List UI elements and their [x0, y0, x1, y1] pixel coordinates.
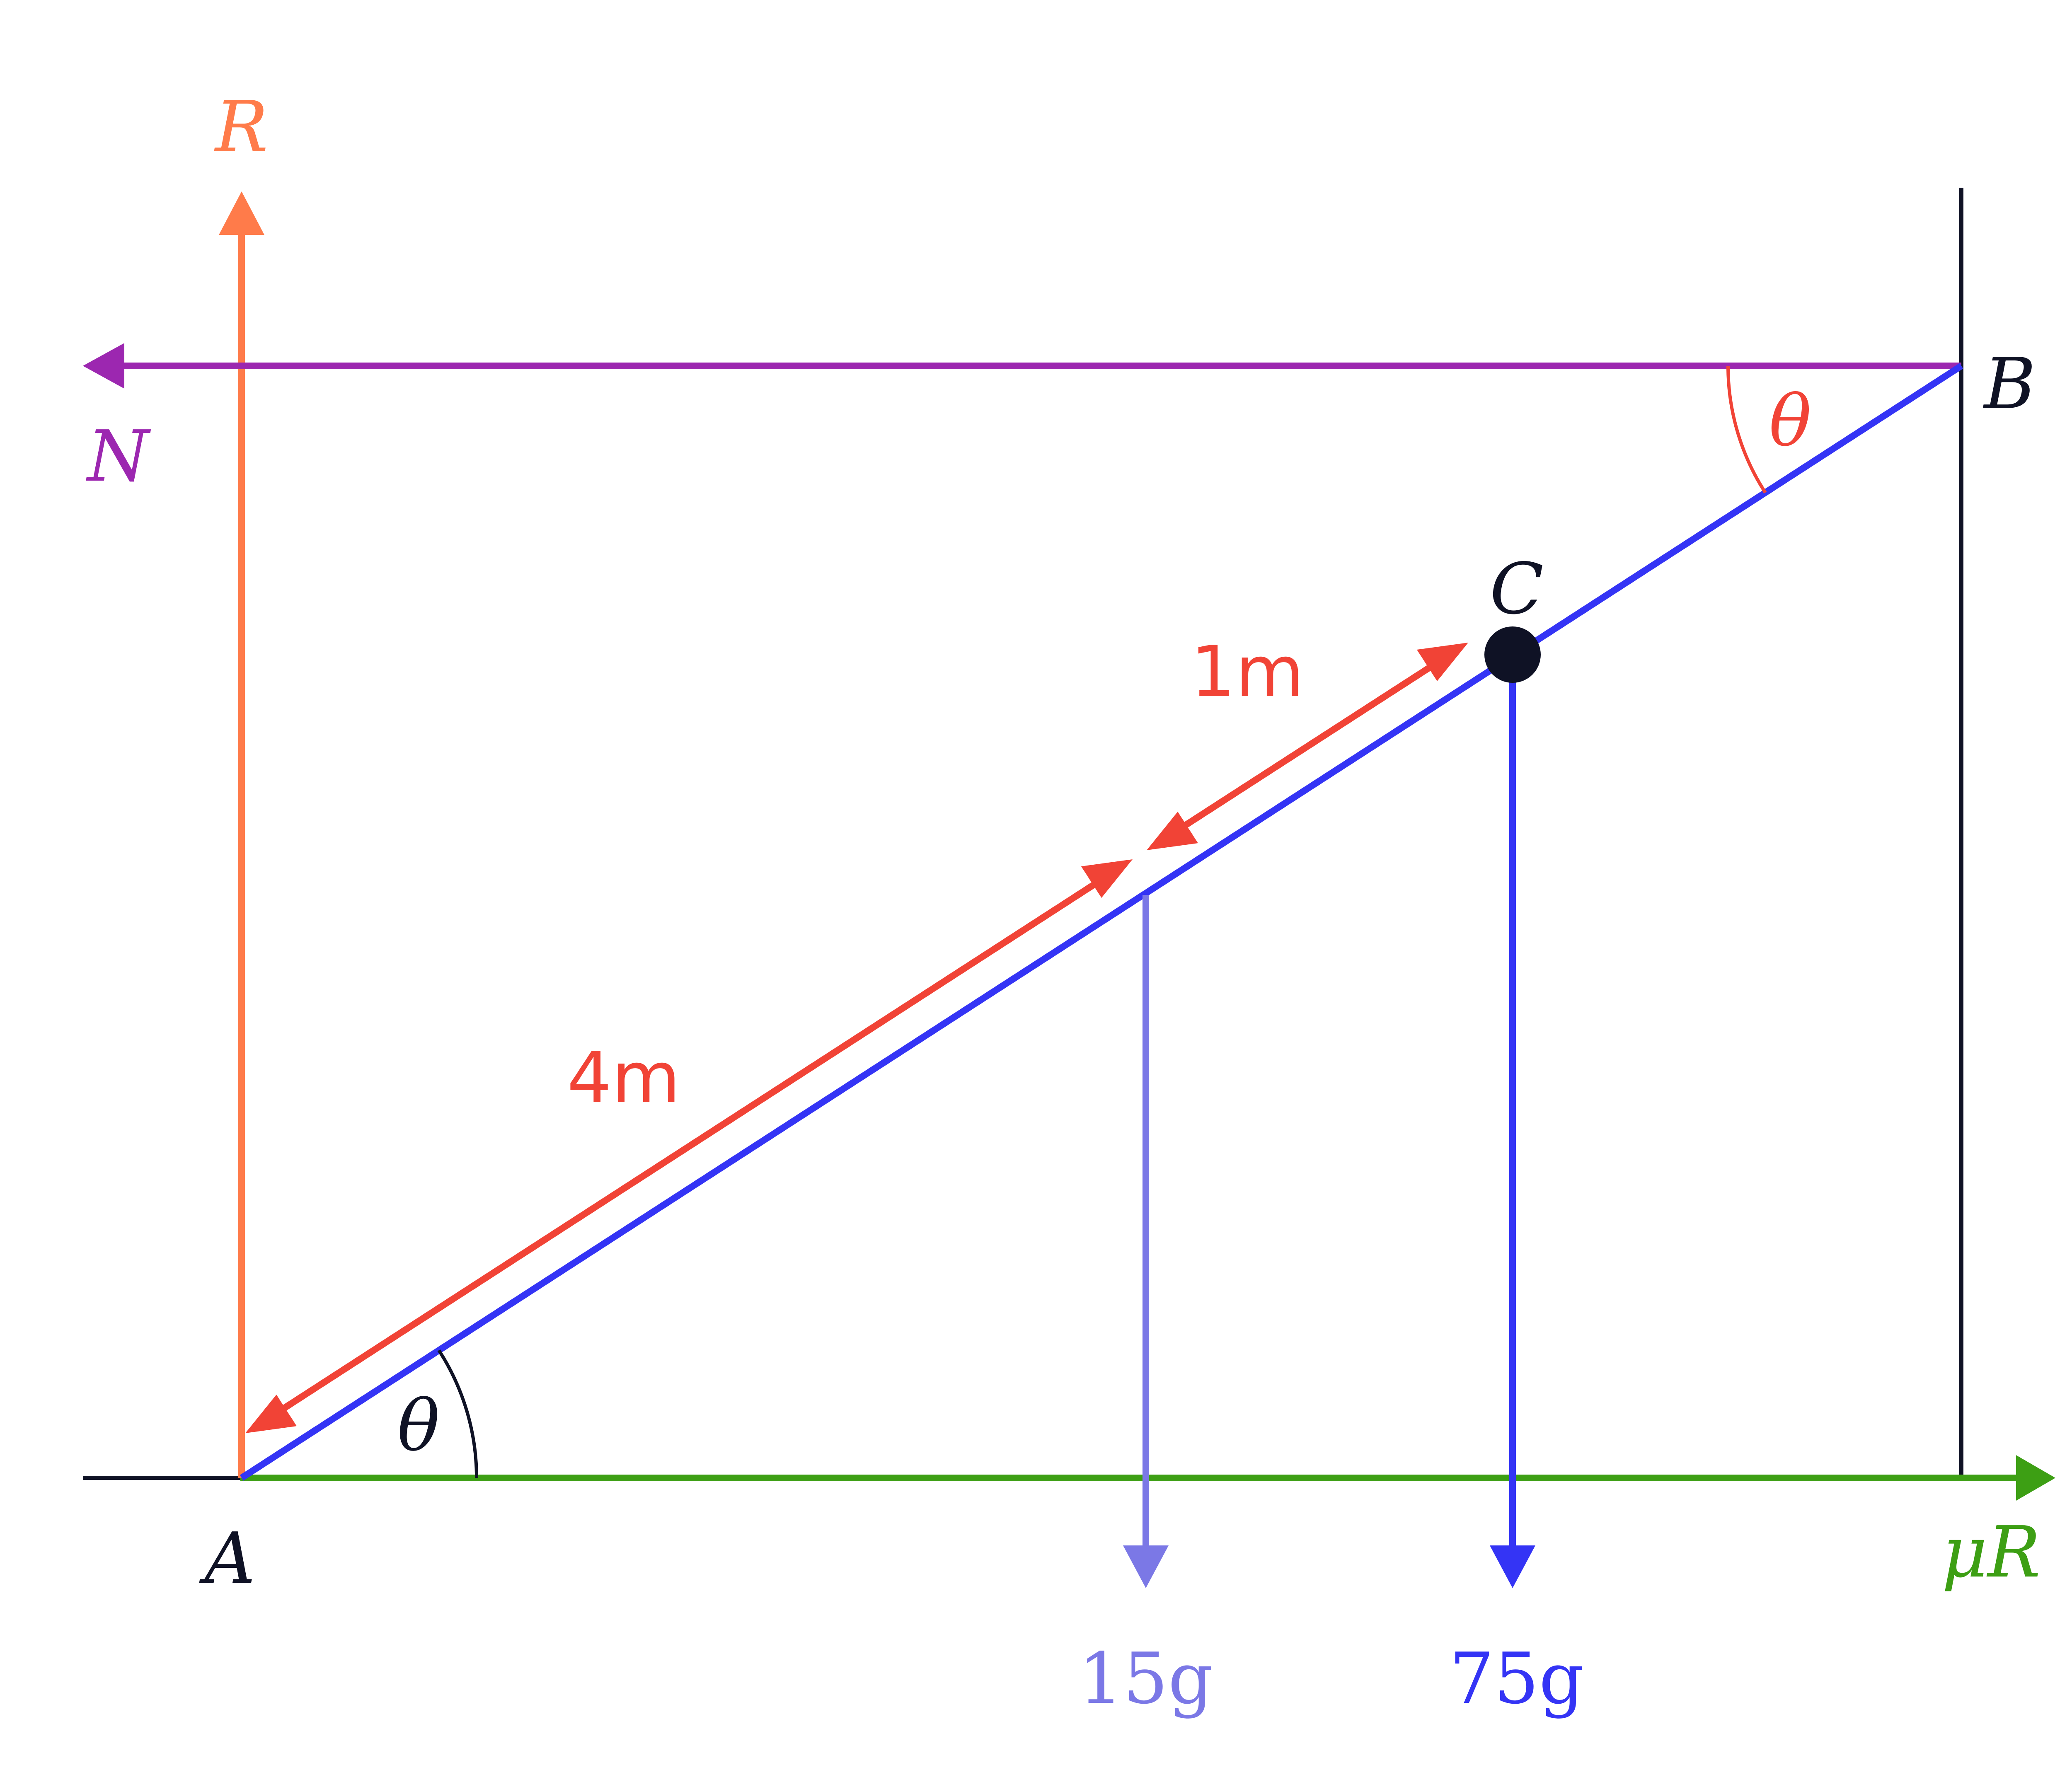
rod-weight-label: 15g: [1078, 1638, 1213, 1720]
dimension-4m-line: [274, 876, 1104, 1417]
point-a-label: A: [199, 1518, 256, 1600]
wall-force-arrowhead: [83, 343, 124, 389]
friction-force-label: μR: [1942, 1511, 2041, 1593]
point-b-label: B: [1983, 343, 2036, 425]
dimension-1m-line: [1175, 659, 1440, 834]
mass-weight-label: 75g: [1449, 1638, 1584, 1720]
dimension-1m-label: 1m: [1191, 631, 1304, 713]
point-c-label: C: [1490, 548, 1544, 630]
mass-weight-arrowhead: [1490, 1545, 1535, 1588]
angle-b-label: θ: [1769, 380, 1811, 462]
ladder-line: [240, 363, 1963, 1481]
dimension-1m-arrowhead-end: [1417, 643, 1468, 681]
friction-arrowhead: [2016, 1455, 2055, 1501]
angle-a-label: θ: [397, 1385, 440, 1467]
angle-arc-b: [1726, 365, 1767, 494]
dimension-4m-arrowhead-start: [245, 1395, 297, 1433]
dimension-1m-arrowhead-start: [1147, 812, 1198, 850]
dimension-4m-label: 4m: [567, 1037, 680, 1119]
point-c-mass: [1484, 626, 1541, 683]
reaction-arrowhead: [219, 191, 264, 235]
dimension-4m-arrowhead-end: [1081, 859, 1133, 898]
angle-arc-a: [437, 1349, 478, 1478]
wall-force-label: N: [86, 416, 151, 498]
reaction-force-label: R: [214, 86, 268, 168]
rod-weight-arrowhead: [1123, 1545, 1169, 1588]
